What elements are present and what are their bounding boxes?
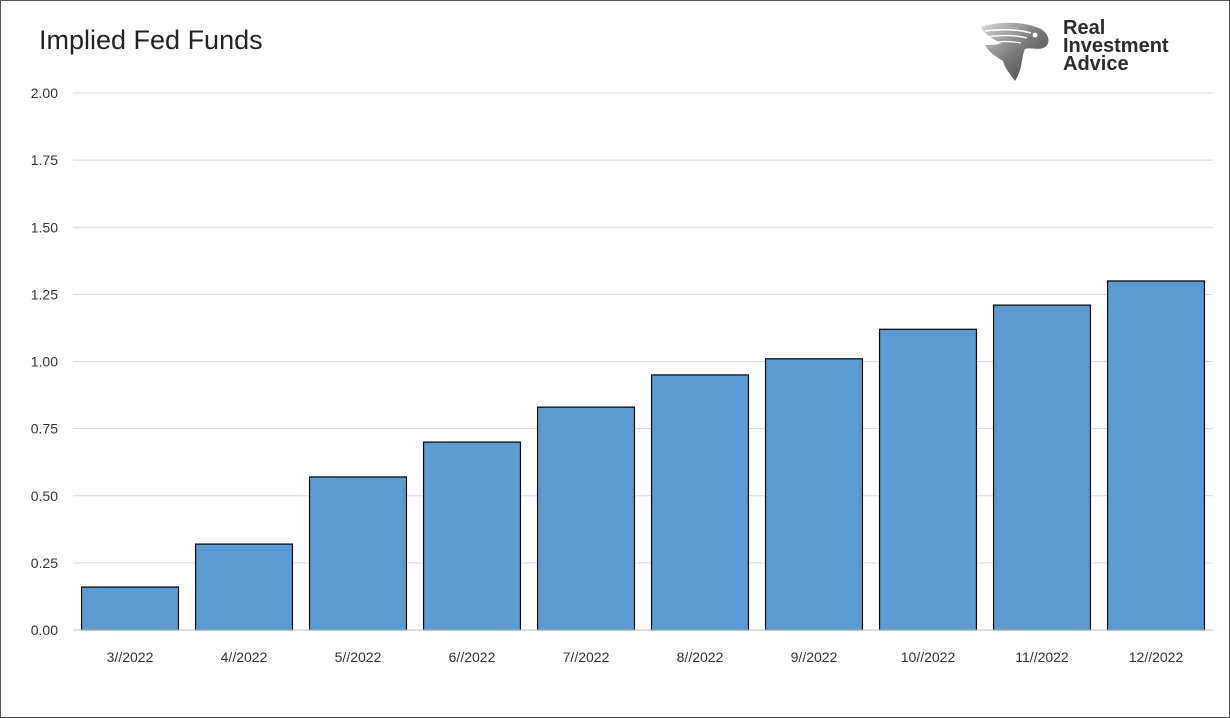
bar [878, 328, 978, 631]
bar [80, 586, 180, 631]
y-tick-label: 2.00 [31, 85, 58, 101]
y-tick-label: 1.00 [31, 354, 58, 370]
bar [308, 476, 408, 631]
x-tick-label: 7//2022 [563, 649, 610, 665]
y-tick-label: 0.25 [31, 555, 58, 571]
y-tick-label: 1.50 [31, 219, 58, 235]
logo: Real Investment Advice [975, 17, 1195, 87]
bar [764, 358, 864, 631]
eagle-head-icon [981, 22, 1049, 81]
logo-text: Real Investment Advice [1063, 17, 1169, 75]
logo-line: Real [1063, 17, 1106, 39]
x-tick-label: 10//2022 [901, 649, 956, 665]
chart-title: Implied Fed Funds [39, 25, 263, 55]
y-tick-label: 1.25 [31, 286, 58, 302]
x-axis-ticks: 3//2022 4//2022 5//2022 6//2022 7//2022 8//20… [107, 649, 1184, 665]
x-tick-label: 8//2022 [677, 649, 724, 665]
y-tick-label: 1.75 [31, 152, 58, 168]
y-tick-label: 0.50 [31, 488, 58, 504]
x-tick-label: 12//2022 [1129, 649, 1184, 665]
bar [536, 406, 636, 631]
bar [650, 374, 750, 631]
y-axis-ticks: 0.00 0.25 0.50 0.75 1.00 1.25 1.50 1.75 2.00 [31, 85, 58, 638]
x-tick-label: 9//2022 [791, 649, 838, 665]
logo-line: Advice [1063, 53, 1129, 75]
bar [992, 304, 1092, 631]
x-tick-label: 3//2022 [107, 649, 154, 665]
y-tick-label: 0.00 [31, 622, 58, 638]
y-tick-label: 0.75 [31, 421, 58, 437]
bar [194, 543, 294, 631]
x-tick-label: 11//2022 [1015, 649, 1069, 665]
x-tick-label: 4//2022 [221, 649, 268, 665]
bars [80, 280, 1206, 631]
logo-line: Investment [1063, 35, 1169, 57]
x-tick-label: 6//2022 [449, 649, 496, 665]
x-tick-label: 5//2022 [335, 649, 382, 665]
bar [422, 441, 522, 631]
bar [1106, 280, 1206, 631]
